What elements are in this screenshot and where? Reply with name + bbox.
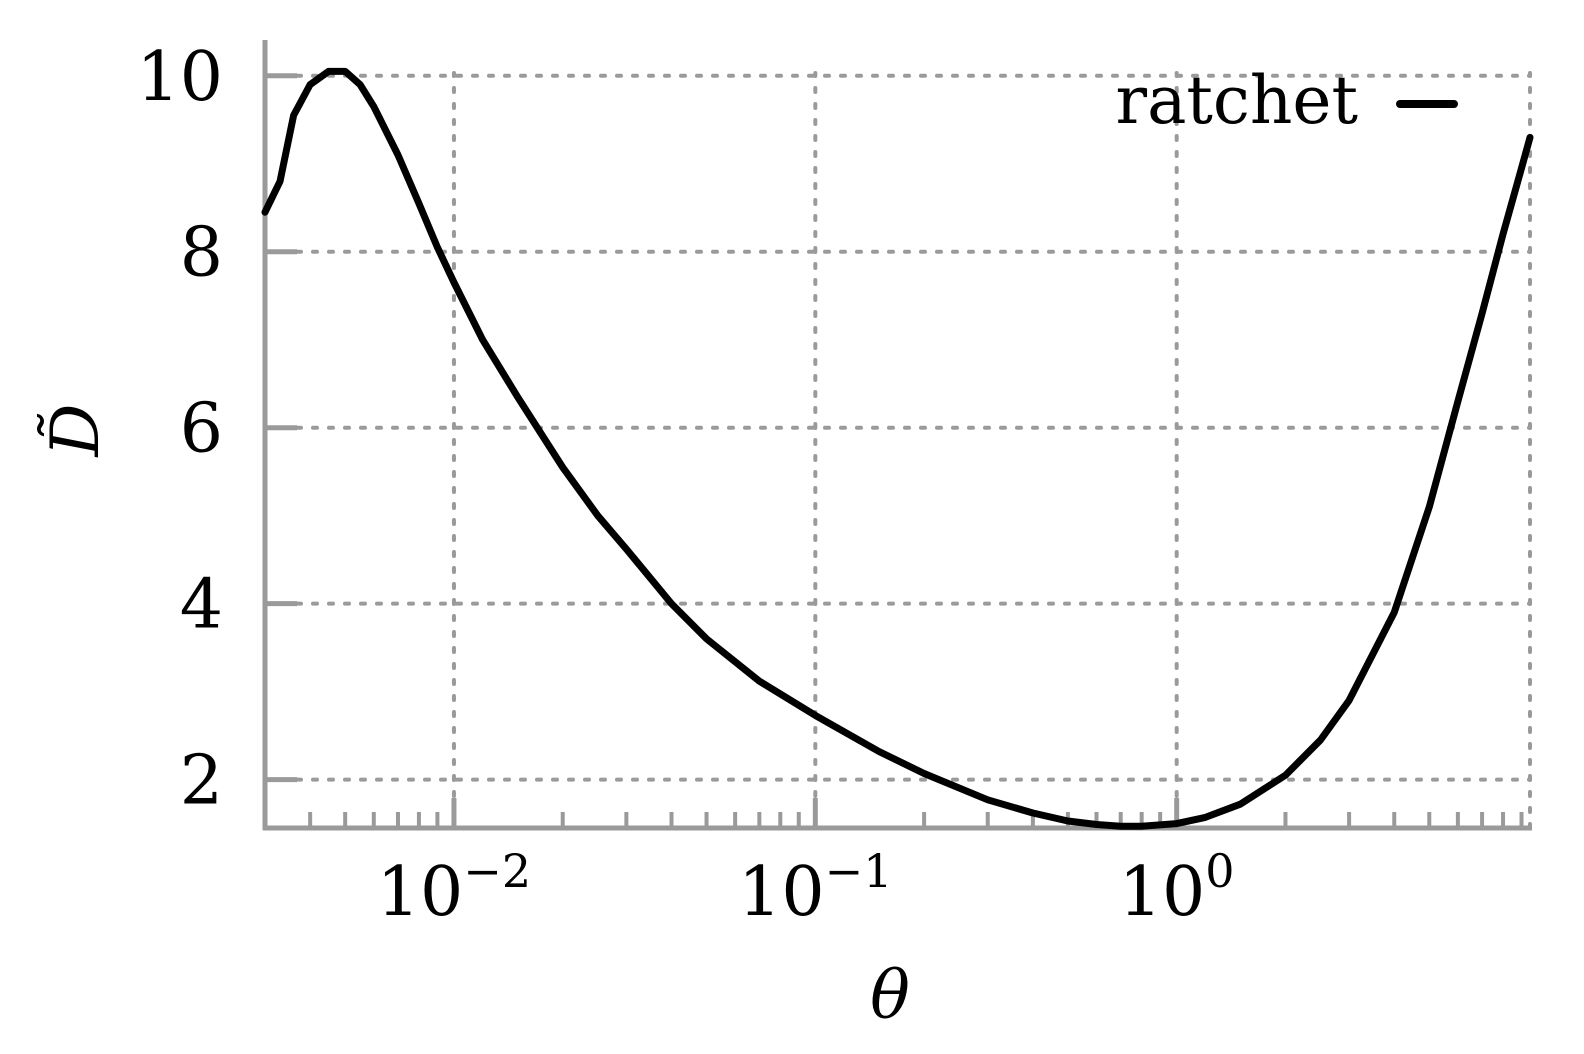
legend-label-ratchet: ratchet xyxy=(1116,62,1358,139)
y-tick-label: 6 xyxy=(180,390,223,469)
x-axis-title: θ xyxy=(870,957,910,1034)
x-tick-label-base: 10 xyxy=(1119,853,1206,932)
grid xyxy=(263,71,1532,830)
x-tick-label: 100 xyxy=(1119,844,1235,932)
series-line-ratchet xyxy=(261,67,1534,830)
x-tick-label-exponent: −1 xyxy=(825,844,893,898)
x-tick-label-exponent: 0 xyxy=(1205,844,1234,898)
x-tick-label-base: 10 xyxy=(738,853,825,932)
y-axis-title: D̃ xyxy=(37,404,114,458)
x-tick-label-exponent: −2 xyxy=(463,844,531,898)
x-tick-label: 10−2 xyxy=(377,844,531,932)
axes xyxy=(262,40,1532,831)
y-tick-label: 2 xyxy=(180,742,223,821)
y-tick-label: 4 xyxy=(180,566,223,645)
x-tick-label: 10−1 xyxy=(738,844,892,932)
series-layer xyxy=(261,67,1534,830)
x-tick-label-base: 10 xyxy=(377,853,464,932)
legend: ratchet xyxy=(1116,62,1458,139)
y-tick-label: 8 xyxy=(180,214,223,293)
y-tick-label: 10 xyxy=(136,38,223,117)
